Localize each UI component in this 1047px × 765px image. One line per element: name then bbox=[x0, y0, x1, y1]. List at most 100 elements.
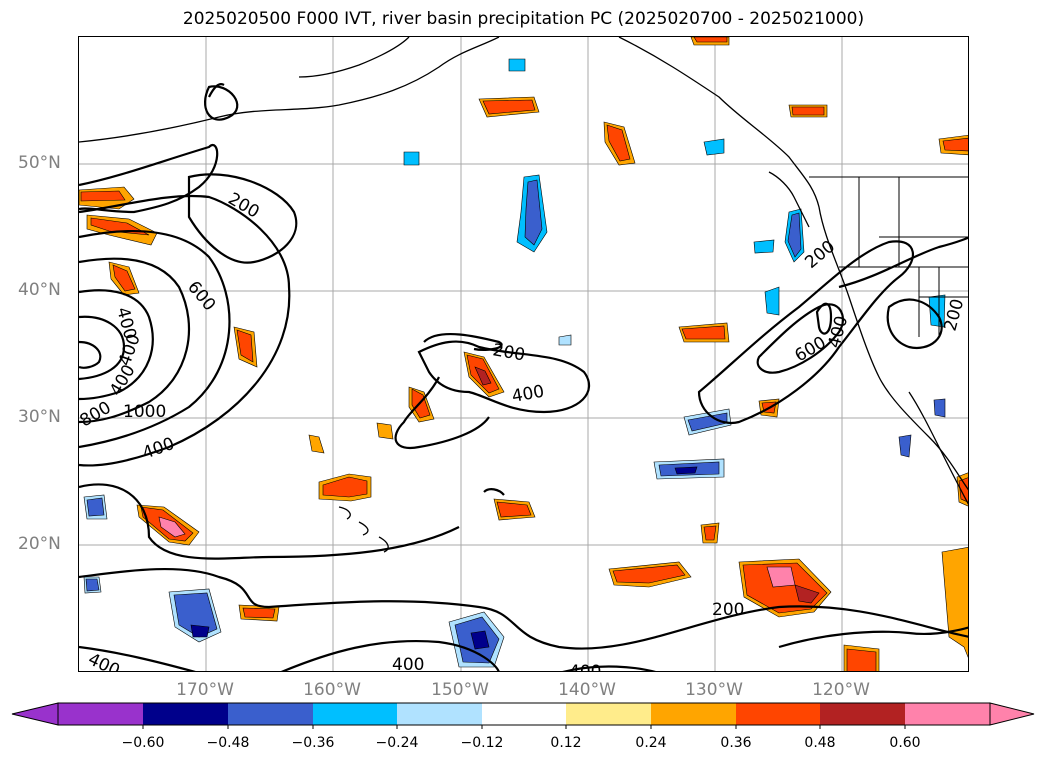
colorbar-bin bbox=[313, 703, 397, 725]
colorbar-tick-label: −0.48 bbox=[206, 735, 250, 751]
colorbar-bin bbox=[143, 703, 228, 725]
gridlines bbox=[79, 37, 968, 671]
precip-blob bbox=[242, 607, 276, 619]
colorbar-tick-label: 0.60 bbox=[889, 735, 921, 751]
ivt-contour bbox=[417, 340, 591, 414]
ivt-contour bbox=[79, 143, 219, 214]
precip-blob bbox=[612, 564, 686, 584]
ivt-contour bbox=[79, 257, 191, 424]
political-borders bbox=[809, 176, 968, 337]
precip-blob bbox=[846, 648, 877, 671]
colorbar-tick-label: 0.48 bbox=[804, 735, 836, 751]
ivt-contour bbox=[79, 315, 126, 381]
precip-blob bbox=[558, 334, 572, 346]
lon-label-150w: 150°W bbox=[431, 680, 489, 700]
colorbar-bin bbox=[397, 703, 482, 725]
lat-label-40n: 40°N bbox=[18, 280, 61, 300]
lon-label-120w: 120°W bbox=[812, 680, 870, 700]
ivt-contour bbox=[886, 298, 943, 350]
ivt-contour bbox=[697, 240, 915, 425]
coastline-islands bbox=[768, 171, 810, 228]
hawaii-islands bbox=[338, 506, 389, 553]
contour-label: 800 bbox=[79, 398, 115, 432]
coastline-baja bbox=[908, 391, 968, 505]
precip-blob bbox=[403, 151, 420, 166]
ivt-contour bbox=[79, 194, 291, 467]
ivt-contour bbox=[483, 488, 505, 496]
colorbar-bin bbox=[651, 703, 736, 725]
precip-blob bbox=[86, 497, 105, 517]
colorbar-bin bbox=[736, 703, 820, 725]
colorbar-tick-label: −0.12 bbox=[460, 735, 504, 751]
colorbar-tick-label: 0.24 bbox=[635, 735, 667, 751]
contour-label: 200 bbox=[801, 237, 839, 273]
precip-blob bbox=[681, 325, 726, 340]
map-panel: 200 600 400 400 400 800 1000 400 200 400… bbox=[78, 36, 969, 672]
ivt-contour bbox=[79, 229, 231, 449]
border-us-states bbox=[839, 177, 968, 337]
colorbar-tick-label: 0.12 bbox=[550, 735, 582, 751]
precip-blob bbox=[322, 476, 368, 498]
precip-blob bbox=[753, 239, 775, 254]
contour-label: 400 bbox=[825, 314, 853, 351]
colorbar-extend-high bbox=[989, 702, 1035, 726]
precip-blob bbox=[112, 264, 136, 292]
colorbar-bin bbox=[566, 703, 651, 725]
precip-negative-areas bbox=[83, 58, 946, 668]
ivt-contour bbox=[423, 332, 503, 351]
ivt-contour bbox=[208, 83, 225, 98]
lon-label-130w: 130°W bbox=[685, 680, 743, 700]
colorbar-tick-label: 0.36 bbox=[720, 735, 752, 751]
coastline-bc bbox=[618, 37, 968, 491]
contour-label: 600 bbox=[183, 277, 219, 315]
colorbar-tick-label: −0.24 bbox=[375, 735, 419, 751]
contour-label: 400 bbox=[569, 662, 601, 672]
precip-blob bbox=[703, 138, 725, 156]
ivt-contour bbox=[778, 626, 968, 649]
colorbar bbox=[11, 702, 1035, 729]
precip-blob bbox=[474, 366, 492, 386]
contour-label: 600 bbox=[792, 333, 830, 367]
colorbar-tick-label: −0.36 bbox=[291, 735, 335, 751]
ivt-contour bbox=[79, 483, 460, 560]
coastlines bbox=[79, 37, 968, 553]
ivt-contour bbox=[79, 340, 102, 369]
precip-blob bbox=[524, 179, 543, 246]
ivt-contour bbox=[838, 236, 968, 289]
ivt-contour bbox=[204, 85, 239, 121]
lat-label-50n: 50°N bbox=[18, 153, 61, 173]
ivt-contour bbox=[79, 568, 968, 650]
precip-blob bbox=[693, 37, 728, 43]
precip-blob bbox=[376, 422, 394, 440]
colorbar-bin bbox=[905, 703, 990, 725]
precip-blob bbox=[190, 624, 210, 638]
precip-blob bbox=[703, 525, 717, 541]
ivt-contour bbox=[756, 303, 845, 374]
ivt-contours bbox=[79, 83, 968, 671]
precip-blob bbox=[411, 388, 431, 419]
precip-blob bbox=[898, 434, 912, 458]
contour-label: 200 bbox=[225, 189, 263, 223]
precip-blob bbox=[308, 434, 325, 454]
lon-label-160w: 160°W bbox=[303, 680, 361, 700]
colorbar-extend-low bbox=[11, 702, 59, 726]
contour-label: 200 bbox=[712, 600, 744, 620]
colorbar-bin bbox=[820, 703, 905, 725]
colorbar-bin bbox=[482, 703, 566, 725]
precip-blob bbox=[236, 329, 254, 363]
contour-label: 400 bbox=[140, 434, 177, 464]
ivt-contour bbox=[79, 645, 196, 671]
precip-blob bbox=[482, 99, 536, 115]
map-title: 2025020500 F000 IVT, river basin precipi… bbox=[182, 9, 865, 29]
precip-blob bbox=[941, 547, 968, 658]
precip-blob bbox=[942, 137, 968, 152]
precip-blob bbox=[85, 578, 100, 592]
contour-label: 1000 bbox=[123, 402, 166, 422]
precip-blob bbox=[606, 124, 631, 162]
precip-blob bbox=[80, 190, 126, 202]
precip-blob bbox=[958, 477, 968, 503]
precip-blob bbox=[787, 212, 802, 258]
precip-blob bbox=[158, 516, 186, 538]
lon-label-140w: 140°W bbox=[558, 680, 616, 700]
contour-label: 200 bbox=[491, 340, 526, 365]
